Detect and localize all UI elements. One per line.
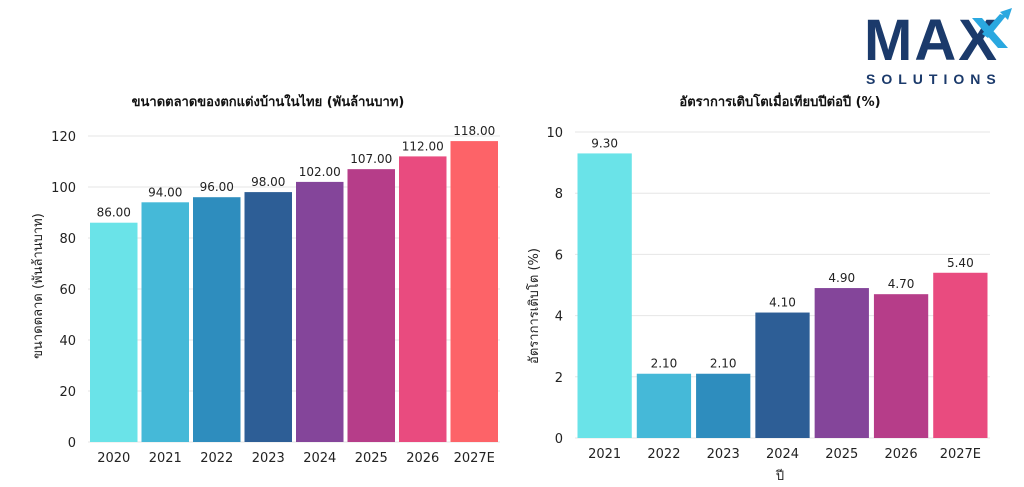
bar <box>450 141 498 442</box>
data-label: 96.00 <box>200 180 234 194</box>
y-axis-title: อัตราการเติบโต (%) <box>526 248 542 364</box>
market-size-chart: ขนาดตลาดของตกแต่งบ้านในไทย (พันล้านบาท) … <box>31 93 500 466</box>
bar <box>347 169 395 442</box>
bar <box>873 294 929 438</box>
y-tick-label: 0 <box>555 432 563 447</box>
data-label: 102.00 <box>299 165 341 179</box>
bar <box>577 153 632 439</box>
data-label: 86.00 <box>97 206 131 220</box>
data-label: 118.00 <box>453 124 495 138</box>
y-tick-label: 8 <box>555 187 563 202</box>
data-label: 4.10 <box>769 296 796 310</box>
x-tick-label: 2021 <box>149 451 182 466</box>
data-label: 9.30 <box>591 136 618 150</box>
x-tick-label: 2026 <box>885 447 918 462</box>
x-tick-label: 2022 <box>647 447 680 462</box>
y-tick-label: 6 <box>555 248 563 263</box>
bar <box>814 288 869 438</box>
max-solutions-logo: MAX SOLUTIONS <box>864 8 1012 87</box>
y-tick-label: 10 <box>546 126 563 141</box>
data-label: 107.00 <box>350 152 392 166</box>
growth-rate-chart: อัตราการเติบโตเมื่อเทียบปีต่อปี (%) อัตร… <box>526 92 990 484</box>
y-tick-label: 2 <box>555 371 563 386</box>
data-label: 98.00 <box>251 175 285 189</box>
chart-title: ขนาดตลาดของตกแต่งบ้านในไทย (พันล้านบาท) <box>132 93 405 110</box>
x-tick-label: 2021 <box>588 447 621 462</box>
chart-title: อัตราการเติบโตเมื่อเทียบปีต่อปี (%) <box>679 92 880 110</box>
x-tick-label: 2024 <box>303 451 336 466</box>
bar <box>244 192 292 442</box>
bar <box>636 373 692 438</box>
x-tick-label: 2020 <box>97 451 130 466</box>
data-label: 5.40 <box>947 256 974 270</box>
data-label: 2.10 <box>710 357 737 371</box>
bar <box>141 202 189 442</box>
y-tick-label: 120 <box>51 130 76 145</box>
bar <box>933 272 988 438</box>
bar <box>399 156 447 442</box>
logo-sub-text: SOLUTIONS <box>866 71 1002 87</box>
x-tick-label: 2024 <box>766 447 799 462</box>
y-axis-title: ขนาดตลาด (พันล้านบาท) <box>31 213 46 359</box>
x-axis-title: ปี <box>775 468 784 484</box>
bar <box>296 181 344 442</box>
bar <box>90 222 138 442</box>
data-label: 4.90 <box>828 271 855 285</box>
y-tick-label: 60 <box>59 283 76 298</box>
x-tick-label: 2023 <box>707 447 740 462</box>
y-tick-label: 40 <box>59 334 76 349</box>
logo-x-accent-icon <box>972 8 1012 48</box>
x-tick-label: 2025 <box>825 447 858 462</box>
data-label: 4.70 <box>888 277 915 291</box>
logo-main-text: MAX <box>864 8 999 73</box>
x-tick-label: 2027E <box>940 447 981 462</box>
data-label: 112.00 <box>402 139 444 153</box>
y-tick-label: 4 <box>555 310 563 325</box>
x-tick-label: 2022 <box>200 451 233 466</box>
data-label: 2.10 <box>651 357 678 371</box>
y-tick-label: 100 <box>51 181 76 196</box>
data-label: 94.00 <box>148 185 182 199</box>
x-tick-label: 2026 <box>406 451 439 466</box>
x-tick-label: 2027E <box>454 451 495 466</box>
x-tick-label: 2023 <box>252 451 285 466</box>
y-tick-label: 80 <box>59 232 76 247</box>
bar <box>193 197 241 442</box>
y-tick-label: 20 <box>59 385 76 400</box>
bar <box>755 312 810 438</box>
y-tick-label: 0 <box>68 436 76 451</box>
bar <box>696 373 751 438</box>
x-tick-label: 2025 <box>355 451 388 466</box>
